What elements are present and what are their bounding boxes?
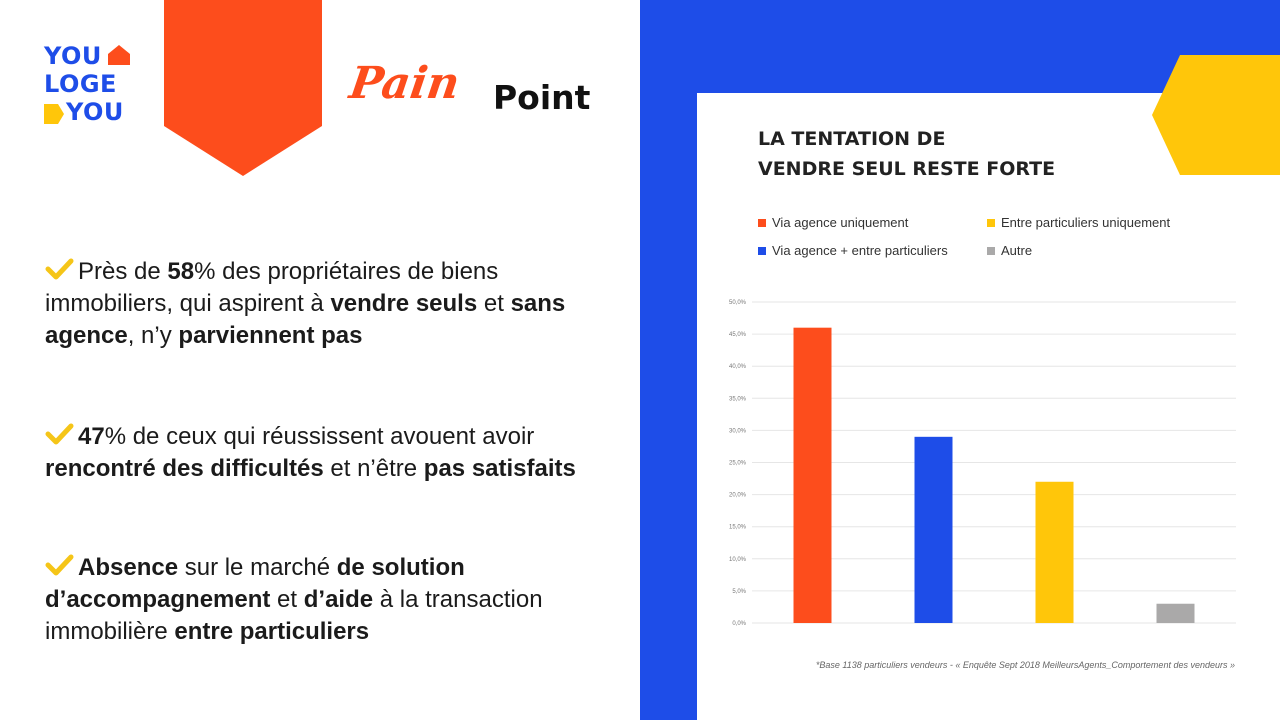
- bullet-segment: rencontré des difficultés: [45, 455, 324, 482]
- bullet-2: 47% de ceux qui réussissent avouent avoi…: [45, 421, 625, 485]
- legend-item-2: Via agence + entre particuliers: [758, 243, 948, 259]
- legend-item-1: Via agence uniquement: [758, 215, 908, 231]
- bullet-segment: parviennent pas: [178, 322, 363, 349]
- legend-item-4: Autre: [987, 243, 1032, 259]
- banner-ribbon: [164, 0, 322, 176]
- check-icon: [45, 554, 74, 576]
- bullet-segment: à la transaction immobilière: [45, 586, 543, 645]
- chart-title-line-2: VENDRE SEUL RESTE FORTE: [758, 158, 1056, 180]
- bullet-segment: de solution d’accompagnement: [45, 554, 465, 613]
- y-tick-label: 45,0%: [729, 332, 747, 338]
- pain-wordmark: Pain: [346, 58, 463, 109]
- bullet-segment: sans agence: [45, 290, 566, 349]
- y-tick-label: 35,0%: [729, 396, 747, 402]
- legend-item-3: Entre particuliers uniquement: [987, 215, 1170, 231]
- bar-4: [1156, 603, 1195, 623]
- bullet-segment: Absence: [78, 554, 179, 581]
- left-panel: YOU LOGE YOU Pain Point Près de 58% des …: [44, 0, 625, 648]
- bullet-segment: sur le marché: [178, 554, 337, 581]
- bar-1: [793, 327, 832, 623]
- bar-3: [1035, 481, 1074, 623]
- bar-2: [914, 436, 953, 623]
- chart-title: LA TENTATION DE VENDRE SEUL RESTE FORTE: [758, 124, 1158, 184]
- hexagon-shape: [1152, 55, 1280, 175]
- chart-footnote: *Base 1138 particuliers vendeurs - « Enq…: [815, 660, 1235, 670]
- y-tick-label: 5,0%: [732, 589, 746, 595]
- y-tick-label: 15,0%: [729, 525, 747, 531]
- legend-swatch: [758, 247, 766, 255]
- bullet-segment: 58: [167, 258, 195, 285]
- legend-label: Autre: [1001, 243, 1033, 258]
- y-tick-label: 10,0%: [729, 557, 747, 563]
- y-tick-label: 25,0%: [729, 461, 747, 467]
- house-roof-icon: [108, 45, 130, 65]
- legend-swatch: [758, 219, 766, 227]
- bullet-segment: % des propriétaires de biens immobiliers…: [45, 258, 499, 317]
- bullet-segment: d’aide: [303, 586, 374, 613]
- point-wordmark: Point: [493, 78, 591, 117]
- bullet-segment: et: [270, 586, 304, 613]
- legend-label: Via agence uniquement: [772, 215, 909, 230]
- y-tick-label: 0,0%: [732, 621, 746, 627]
- legend-swatch: [987, 219, 995, 227]
- legend-label: Entre particuliers uniquement: [1001, 215, 1171, 230]
- legend-label: Via agence + entre particuliers: [772, 243, 948, 258]
- bullet-segment: , n’y: [127, 322, 179, 349]
- bullet-1: Près de 58% des propriétaires de biens i…: [45, 256, 625, 352]
- y-tick-label: 50,0%: [729, 300, 747, 306]
- check-icon: [45, 423, 74, 445]
- logo-line-3: YOU: [66, 98, 124, 126]
- chart-title-line-1: LA TENTATION DE: [758, 128, 946, 150]
- bullet-segment: et n’être: [323, 455, 424, 482]
- bullet-3: Absence sur le marché de solution d’acco…: [45, 552, 625, 648]
- logo-line-1: YOU: [44, 42, 102, 70]
- legend-swatch: [987, 247, 995, 255]
- bullet-segment: vendre seuls: [330, 290, 478, 317]
- logo: YOU LOGE YOU: [44, 42, 144, 132]
- bullet-segment: entre particuliers: [174, 618, 370, 645]
- y-tick-label: 40,0%: [729, 364, 747, 370]
- tag-icon: [44, 104, 64, 124]
- bullet-segment: Près de: [78, 258, 168, 285]
- bullet-segment: % de ceux qui réussissent avouent avoir: [104, 423, 535, 450]
- bullet-segment: 47: [78, 423, 105, 450]
- check-icon: [45, 258, 74, 280]
- y-tick-label: 30,0%: [729, 428, 747, 434]
- bullet-segment: et: [477, 290, 511, 317]
- bullet-segment: pas satisfaits: [423, 455, 576, 482]
- logo-line-2: LOGE: [44, 70, 117, 98]
- bar-chart: 0,0% 5,0% 10,0% 15,0% 20,0% 25,0% 30,0% 35,0% 40…: [729, 300, 1236, 627]
- y-tick-label: 20,0%: [729, 493, 747, 499]
